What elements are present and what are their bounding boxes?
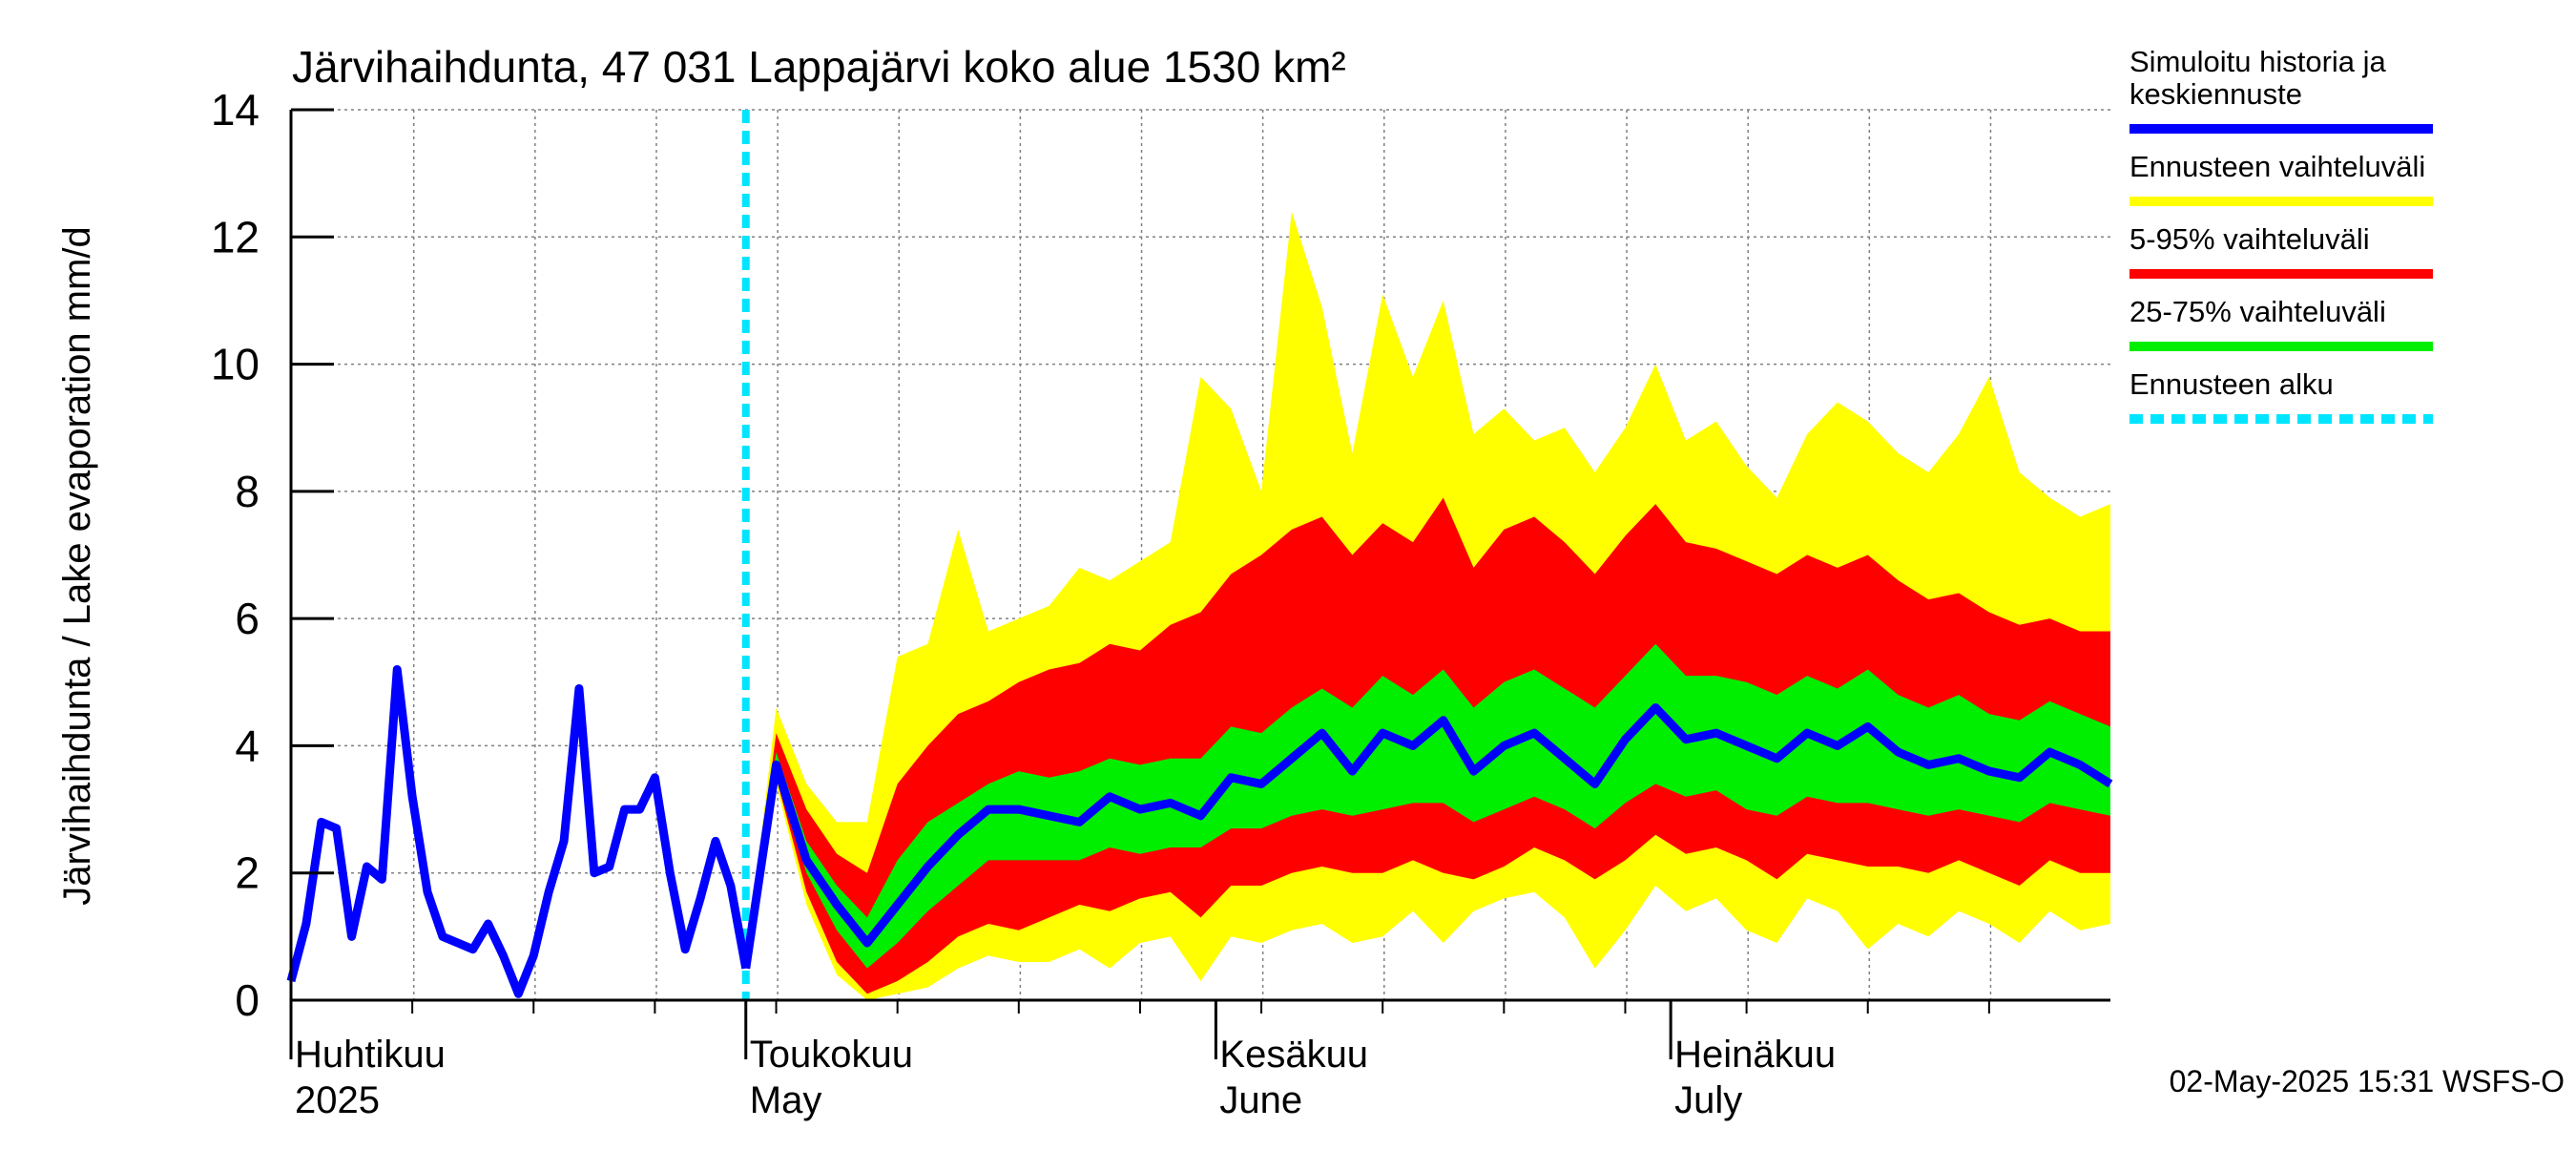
month-label-secondary: 2025 <box>295 1079 380 1121</box>
month-label: Huhtikuu <box>295 1034 446 1076</box>
month-label: Kesäkuu <box>1219 1034 1368 1076</box>
chart-title: Järvihaihdunta, 47 031 Lappajärvi koko a… <box>292 42 1346 92</box>
month-label: Heinäkuu <box>1674 1034 1836 1076</box>
month-label-secondary: May <box>750 1079 822 1121</box>
forecast-mean-line <box>741 702 2113 970</box>
band-25-75 <box>745 643 2110 969</box>
footer-timestamp: 02-May-2025 15:31 WSFS-O <box>2170 1064 2565 1098</box>
y-tick-label: 0 <box>235 975 260 1025</box>
y-tick-label: 4 <box>235 721 260 770</box>
legend-label: keskiennuste <box>2129 77 2302 111</box>
legend-label: Ennusteen alku <box>2129 367 2334 401</box>
legend-label: 5-95% vaihteluväli <box>2129 222 2370 256</box>
y-tick-label: 2 <box>235 848 260 898</box>
legend-label: 25-75% vaihteluväli <box>2129 295 2386 328</box>
y-axis-label: Järvihaihdunta / Lake evaporation mm/d <box>56 226 98 906</box>
legend-label: Ennusteen vaihteluväli <box>2129 150 2425 183</box>
y-tick-label: 8 <box>235 467 260 516</box>
y-tick-label: 14 <box>211 85 260 135</box>
month-label: Toukokuu <box>750 1034 913 1076</box>
y-tick-label: 6 <box>235 594 260 643</box>
legend-label: Simuloitu historia ja <box>2129 45 2387 78</box>
month-label-secondary: July <box>1674 1079 1742 1121</box>
y-tick-label: 12 <box>211 212 260 261</box>
y-tick-label: 10 <box>211 340 260 389</box>
history-line <box>286 664 751 998</box>
month-label-secondary: June <box>1219 1079 1302 1121</box>
